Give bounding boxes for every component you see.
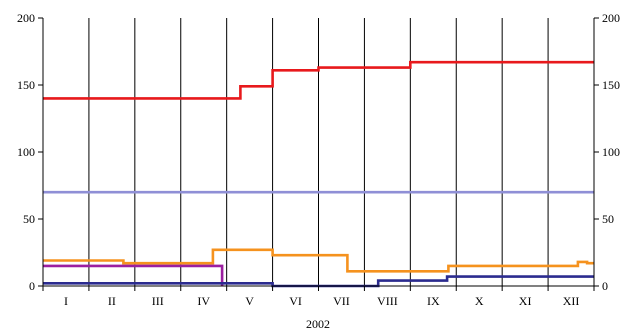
series-group <box>43 60 594 288</box>
x-tick-label: VII <box>333 294 350 308</box>
x-tick-label: V <box>245 294 254 308</box>
x-tick-label: II <box>108 294 116 308</box>
y-tick-label-left: 0 <box>29 279 35 293</box>
x-tick-label: IX <box>427 294 440 308</box>
x-tick-label: X <box>475 294 484 308</box>
x-tick-label: VI <box>289 294 302 308</box>
y-tick-label-right: 50 <box>602 212 614 226</box>
series-line-3 <box>43 248 594 273</box>
x-tick-label: IV <box>197 294 210 308</box>
y-tick-label-right: 100 <box>602 145 620 159</box>
y-tick-label-right: 150 <box>602 78 620 92</box>
y-tick-label-left: 50 <box>23 212 35 226</box>
x-axis-label: 2002 <box>306 317 330 331</box>
y-tick-label-right: 0 <box>602 279 608 293</box>
x-tick-label: XI <box>519 294 532 308</box>
series-line-4 <box>43 264 224 286</box>
series-line-5 <box>43 275 594 288</box>
y-tick-label-left: 100 <box>17 145 35 159</box>
x-tick-label: I <box>64 294 68 308</box>
y-tick-label-left: 150 <box>17 78 35 92</box>
y-tick-label-right: 200 <box>602 11 620 25</box>
x-tick-label: III <box>152 294 164 308</box>
series-line-1 <box>43 60 594 100</box>
x-tick-label: XII <box>563 294 580 308</box>
y-tick-label-left: 200 <box>17 11 35 25</box>
x-tick-label: VIII <box>377 294 398 308</box>
